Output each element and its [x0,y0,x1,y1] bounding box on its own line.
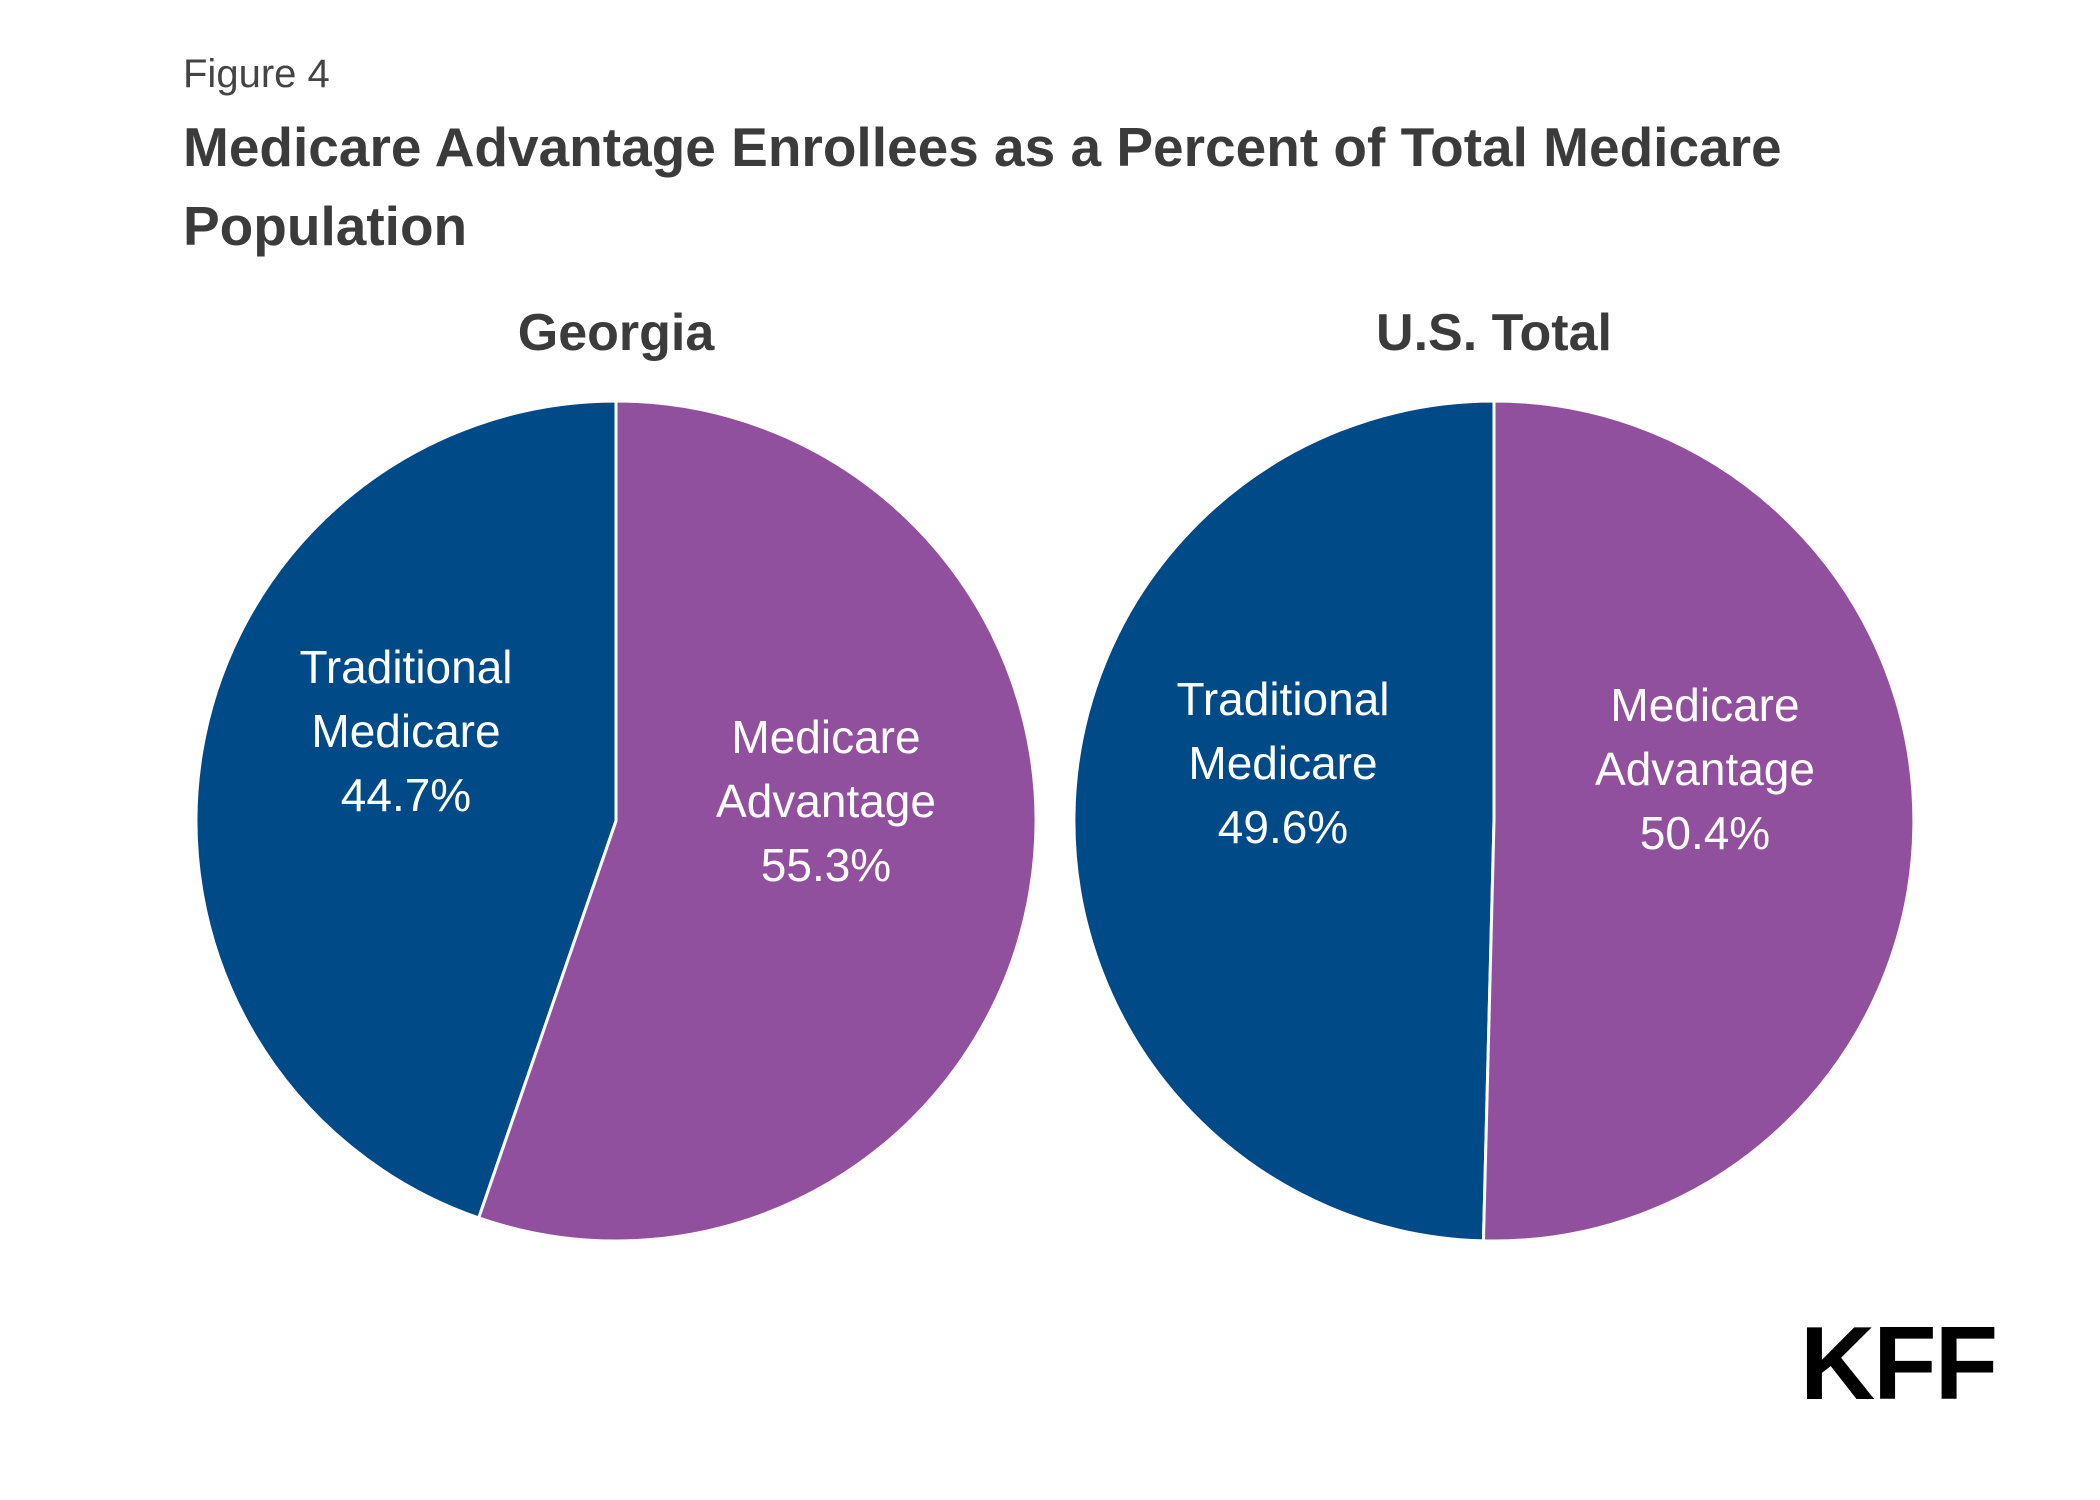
pie-slice-1 [477,399,1038,1243]
kff-logo: KFF [1800,1306,1998,1422]
slice-category-label: Medicare [311,705,500,757]
chart-title: Medicare Advantage Enrollees as a Percen… [183,116,1782,257]
slice-category-label: Traditional [299,641,512,693]
slice-category-label: Medicare [1188,737,1377,789]
slice-category-label: Medicare [731,711,920,763]
slice-value-label: 55.3% [761,839,891,891]
slice-category-label: Traditional [1176,673,1389,725]
slice-value-label: 44.7% [341,769,471,821]
pie-slice-0 [194,399,618,1220]
figure-label: Figure 4 [183,52,330,96]
slice-label: Traditional Medicare 44.7% [299,641,512,821]
slice-category-label: Advantage [1595,743,1815,795]
pie-slice-0 [1072,399,1496,1243]
slice-value-label: 50.4% [1640,807,1770,859]
pie-chart-0: Georgia Traditional Medicare 44.7% Medicare A… [194,304,1038,1243]
slice-label: Traditional Medicare 49.6% [1176,673,1389,853]
pie-chart-1: U.S. Total Traditional Medicare 49.6% Medica… [1072,304,1916,1243]
pie-title: U.S. Total [1376,304,1612,362]
slice-label: Medicare Advantage 55.3% [716,711,936,891]
pie-slice-1 [1481,399,1916,1243]
slice-label: Medicare Advantage 50.4% [1595,679,1815,859]
slice-category-label: Medicare [1610,679,1799,731]
slice-category-label: Advantage [716,775,936,827]
slice-value-label: 49.6% [1218,801,1348,853]
pie-title: Georgia [518,304,716,362]
